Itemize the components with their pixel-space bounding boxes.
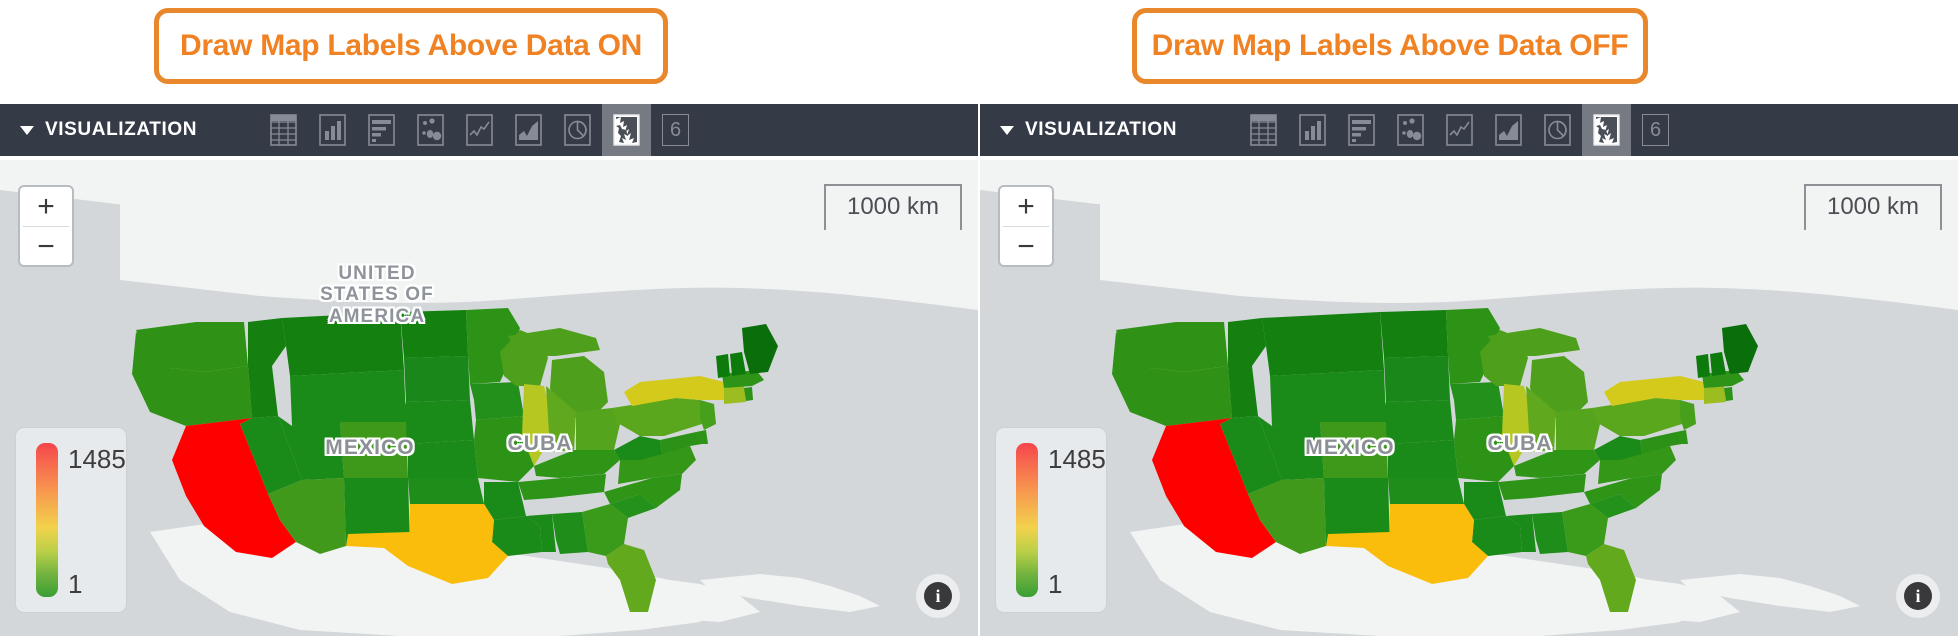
legend-min-value: 1 [68, 569, 83, 599]
visualization-toolbar: VISUALIZATION [0, 104, 978, 156]
map-svg [0, 160, 978, 636]
bubble-chart-icon[interactable] [406, 104, 455, 156]
map-icon[interactable] [1582, 104, 1632, 156]
line-chart-icon[interactable] [455, 104, 504, 156]
scale-tick-end [960, 184, 962, 230]
info-icon: i [1904, 582, 1932, 610]
bar-chart-icon[interactable] [308, 104, 357, 156]
number-icon-text: 6 [1642, 114, 1670, 146]
map-icon[interactable] [602, 104, 652, 156]
map-svg [980, 160, 1958, 636]
pie-chart-icon[interactable] [553, 104, 602, 156]
legend-gradient-bar [36, 443, 58, 597]
color-legend: 1485 1 [996, 428, 1106, 612]
bar-chart-icon[interactable] [1288, 104, 1337, 156]
line-chart-icon[interactable] [1435, 104, 1484, 156]
color-legend: 1485 1 [16, 428, 126, 612]
map-canvas-labels-on[interactable]: + − 1000 km 1485 1 UNITED STATES OF AMER… [0, 160, 978, 636]
table-icon[interactable] [259, 104, 308, 156]
table-icon[interactable] [1239, 104, 1288, 156]
pie-chart-icon[interactable] [1533, 104, 1582, 156]
legend-gradient-bar [1016, 443, 1038, 597]
horizontal-bar-icon[interactable] [357, 104, 406, 156]
map-canvas-labels-off[interactable]: + − 1000 km 1485 1 MEXICO CUBA i [980, 160, 1958, 636]
caret-down-icon[interactable] [1000, 125, 1014, 135]
scale-line [824, 184, 962, 186]
bubble-chart-icon[interactable] [1386, 104, 1435, 156]
zoom-control[interactable]: + − [998, 185, 1054, 267]
panel-divider [978, 0, 980, 636]
scale-line [1804, 184, 1942, 186]
map-scale-bar: 1000 km [824, 184, 962, 230]
area-chart-icon[interactable] [504, 104, 553, 156]
area-chart-icon[interactable] [1484, 104, 1533, 156]
map-info-button[interactable]: i [1896, 574, 1940, 618]
zoom-divider [23, 226, 69, 227]
panel-labels-off: Draw Map Labels Above Data OFF VISUALIZA… [980, 0, 1958, 636]
number-icon[interactable]: 6 [1631, 104, 1680, 156]
callout-text: Draw Map Labels Above Data ON [180, 29, 642, 62]
horizontal-bar-icon[interactable] [1337, 104, 1386, 156]
legend-min-value: 1 [1048, 569, 1063, 599]
zoom-divider [1003, 226, 1049, 227]
scale-label: 1000 km [1826, 193, 1920, 220]
info-icon: i [924, 582, 952, 610]
toolbar-title: VISUALIZATION [1025, 119, 1178, 140]
zoom-out-button[interactable]: − [1017, 229, 1035, 263]
map-scale-bar: 1000 km [1804, 184, 1942, 230]
number-icon-text: 6 [662, 114, 690, 146]
toolbar-title: VISUALIZATION [45, 119, 198, 140]
caret-down-icon[interactable] [20, 125, 34, 135]
callout-labels-off: Draw Map Labels Above Data OFF [1132, 8, 1648, 84]
zoom-in-button[interactable]: + [37, 189, 55, 223]
panel-labels-on: Draw Map Labels Above Data ON VISUALIZAT… [0, 0, 978, 636]
callout-labels-on: Draw Map Labels Above Data ON [154, 8, 668, 84]
scale-tick-start [1804, 184, 1806, 230]
scale-label: 1000 km [846, 193, 940, 220]
visualization-toolbar: VISUALIZATION [980, 104, 1958, 156]
legend-max-value: 1485 [1048, 444, 1106, 474]
toolbar-icon-group: 6 [259, 104, 700, 156]
toolbar-icon-group: 6 [1239, 104, 1680, 156]
scale-tick-end [1940, 184, 1942, 230]
zoom-in-button[interactable]: + [1017, 189, 1035, 223]
callout-text: Draw Map Labels Above Data OFF [1151, 29, 1629, 62]
number-icon[interactable]: 6 [651, 104, 700, 156]
zoom-out-button[interactable]: − [37, 229, 55, 263]
map-info-button[interactable]: i [916, 574, 960, 618]
scale-tick-start [824, 184, 826, 230]
zoom-control[interactable]: + − [18, 185, 74, 267]
legend-max-value: 1485 [68, 444, 126, 474]
